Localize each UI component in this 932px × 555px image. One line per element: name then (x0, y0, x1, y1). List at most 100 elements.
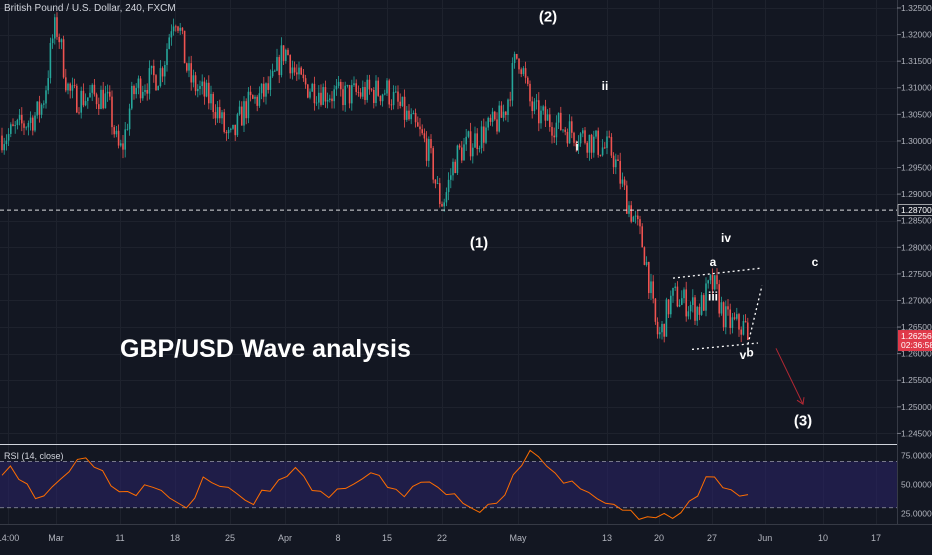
candle-down (698, 306, 701, 315)
candle-up (172, 26, 175, 32)
candle-up (168, 37, 170, 49)
candle-down (599, 154, 602, 156)
candle-up (474, 133, 476, 148)
candle-down (626, 185, 628, 214)
time-tick-label: 13 (602, 533, 612, 543)
candle-down (194, 75, 197, 92)
candle-up (681, 298, 683, 305)
candle-up (465, 136, 467, 145)
candle-up (49, 43, 52, 79)
candle-down (300, 67, 302, 75)
candle-up (157, 86, 159, 91)
candle-up (280, 45, 283, 76)
candle-up (386, 80, 388, 94)
candle-down (434, 179, 437, 184)
candle-up (555, 122, 558, 138)
candle-up (670, 295, 672, 315)
wave-label: i (575, 140, 578, 154)
candle-up (634, 215, 637, 217)
wave-label: (2) (539, 8, 557, 25)
chart-title: British Pound / U.S. Dollar, 240, FXCM (4, 3, 176, 14)
candle-up (395, 91, 397, 93)
price-tick-label: 1.24500 (901, 428, 932, 438)
candle-up (232, 124, 234, 129)
candle-down (648, 261, 650, 294)
candle-down (181, 27, 184, 31)
candle-down (102, 89, 104, 109)
candle-up (227, 129, 230, 134)
candle-down (23, 123, 25, 128)
candle-down (357, 91, 360, 93)
rsi-label: RSI (14, close) (4, 451, 64, 461)
candle-up (243, 101, 245, 126)
candle-down (476, 133, 478, 150)
candle-down (190, 63, 192, 83)
candle-up (595, 130, 597, 137)
candle-up (298, 67, 300, 75)
time-axis: 14:00 Mar 11 18 25 Apr 8 15 22 May 13 20 27 Jun 10 17 (0, 524, 932, 543)
wave-label: b (746, 345, 753, 359)
candle-down (500, 105, 503, 118)
candle-up (674, 286, 676, 288)
candle-down (82, 90, 85, 106)
candle-down (249, 91, 252, 96)
candle-up (593, 136, 595, 153)
candle-up (166, 48, 168, 66)
price-tick-label: 1.27500 (901, 269, 932, 279)
candle-down (454, 161, 456, 173)
candle-down (278, 57, 280, 76)
candle-down (509, 99, 511, 101)
level-badge-label: 1.28700 (901, 205, 932, 215)
candle-up (447, 179, 450, 193)
rsi-tick-label: 50.0000 (901, 480, 932, 490)
candle-up (10, 124, 12, 134)
candle-down (604, 147, 606, 149)
candle-up (472, 147, 474, 157)
candle-down (597, 130, 599, 155)
rsi-tick-label: 75.0000 (901, 451, 932, 461)
candle-up (628, 205, 630, 214)
candle-down (76, 85, 78, 113)
candle-up (326, 99, 329, 102)
candle-up (60, 39, 63, 43)
candle-down (331, 98, 333, 102)
candle-up (84, 101, 87, 106)
candle-down (155, 75, 157, 91)
candle-up (456, 145, 459, 173)
candle-up (170, 31, 173, 38)
candle-up (366, 79, 368, 100)
candle-down (313, 83, 316, 104)
candle-up (535, 100, 538, 102)
price-tick-label: 1.31000 (901, 83, 932, 93)
last-price-label: 1.26256 (901, 331, 932, 341)
price-tick-label: 1.32500 (901, 3, 932, 13)
candle-down (320, 92, 322, 105)
last-price-countdown: 02:36:58 (901, 340, 932, 350)
candle-down (32, 117, 34, 131)
candle-up (731, 317, 734, 328)
candle-up (375, 80, 377, 104)
wave-label: ii (602, 79, 609, 93)
candle-down (738, 314, 740, 330)
time-tick-label: May (509, 533, 527, 543)
candle-down (694, 297, 696, 321)
candle-down (282, 45, 285, 61)
candle-down (610, 136, 613, 156)
candle-up (511, 63, 514, 101)
candle-down (58, 36, 60, 43)
candle-down (575, 142, 577, 147)
time-tick-label: 15 (382, 533, 392, 543)
candle-down (73, 85, 76, 87)
candle-down (441, 204, 443, 207)
price-tick-label: 1.30500 (901, 109, 932, 119)
candle-up (142, 91, 144, 99)
candle-down (324, 87, 327, 102)
price-tick-label: 1.25000 (901, 402, 932, 412)
candle-up (445, 192, 448, 203)
candle-up (606, 136, 608, 148)
candle-down (397, 91, 399, 102)
candle-up (601, 147, 604, 156)
candle-up (179, 27, 181, 31)
